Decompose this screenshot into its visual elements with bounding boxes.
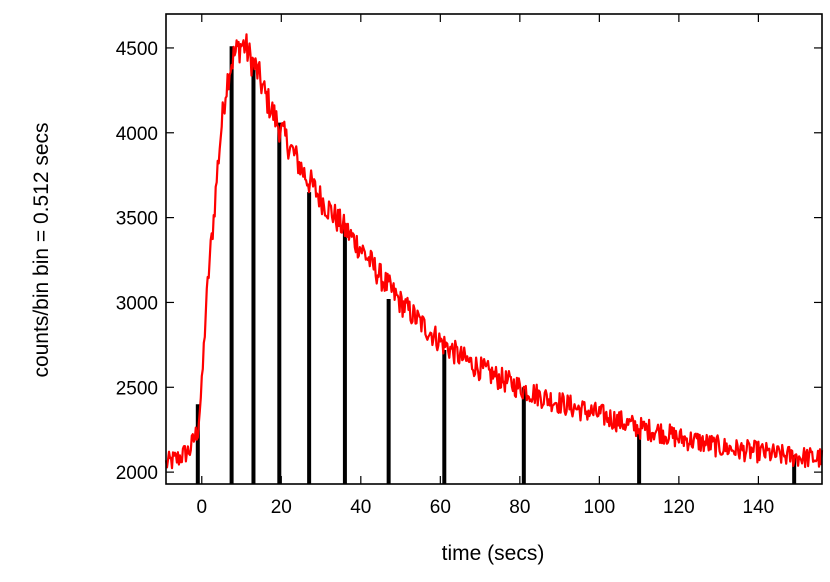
x-tick-label: 80 [509,497,530,518]
x-tick-label: 60 [430,497,451,518]
x-tick-label: 0 [196,497,207,518]
series-line [164,33,824,470]
y-tick-label: 4000 [116,124,158,145]
y-axis-label: counts/bin bin = 0.512 secs [30,122,53,377]
plot-frame [165,13,823,485]
y-tick-label: 3500 [116,209,158,230]
y-tick-label: 2500 [116,378,158,399]
x-tick-label: 140 [743,497,775,518]
y-tick-label: 2000 [116,463,158,484]
y-tick-label: 3000 [116,293,158,314]
x-tick-label: 120 [663,497,695,518]
x-tick-label: 20 [271,497,292,518]
y-tick-label: 4500 [116,39,158,60]
x-axis-label: time (secs) [442,542,545,565]
y-axis-ticks: 2000 2500 3000 3500 4000 4500 [116,39,822,484]
x-tick-label: 100 [584,497,616,518]
impulse-series [195,46,797,484]
x-axis-ticks: 0 20 40 60 80 100 120 140 [196,14,774,518]
x-tick-label: 40 [350,497,371,518]
